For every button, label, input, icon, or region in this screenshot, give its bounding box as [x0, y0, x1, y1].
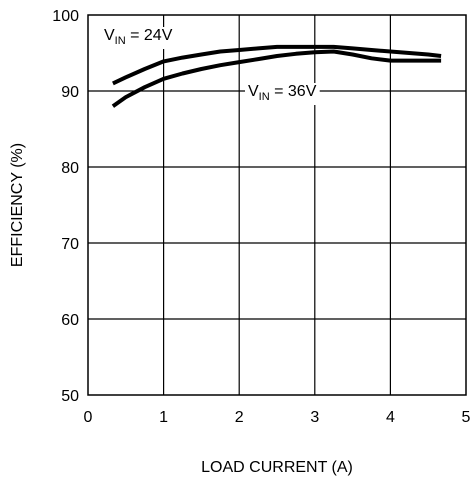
x-tick-label: 2 [235, 409, 244, 426]
series-label-rest: = 24V [126, 27, 173, 44]
series-label-vin-36: VIN = 36V [245, 83, 320, 105]
x-tick-label: 0 [84, 409, 93, 426]
y-tick-label: 60 [61, 312, 79, 329]
y-tick-label: 70 [61, 236, 79, 253]
tick-labels: 0 1 2 3 4 5 50 60 70 80 90 100 [52, 8, 470, 426]
series-label-main: V [104, 27, 115, 44]
series-label-subscript: IN [115, 35, 126, 47]
series-label-subscript: IN [259, 91, 270, 103]
y-tick-label: 90 [61, 84, 79, 101]
x-tick-label: 4 [386, 409, 395, 426]
y-tick-label: 50 [61, 388, 79, 405]
y-axis-label: EFFICIENCY (%) [9, 143, 26, 267]
series-label-vin-24: VIN = 24V [101, 27, 176, 49]
x-tick-label: 3 [310, 409, 319, 426]
y-tick-label: 80 [61, 160, 79, 177]
series-line-vin-36 [111, 49, 442, 108]
plot-frame [87, 14, 467, 396]
series-lines [111, 44, 442, 108]
x-tick-label: 5 [462, 409, 471, 426]
svg-text:VIN = 36V: VIN = 36V [248, 83, 317, 103]
grid [88, 15, 466, 395]
svg-text:VIN = 24V: VIN = 24V [104, 27, 173, 47]
y-tick-label: 100 [52, 8, 79, 25]
series-line-vin-24 [112, 44, 442, 86]
plot-background [88, 15, 466, 395]
x-tick-label: 1 [159, 409, 168, 426]
x-axis-label: LOAD CURRENT (A) [201, 459, 353, 476]
series-label-main: V [248, 83, 259, 100]
series-label-rest: = 36V [270, 83, 317, 100]
